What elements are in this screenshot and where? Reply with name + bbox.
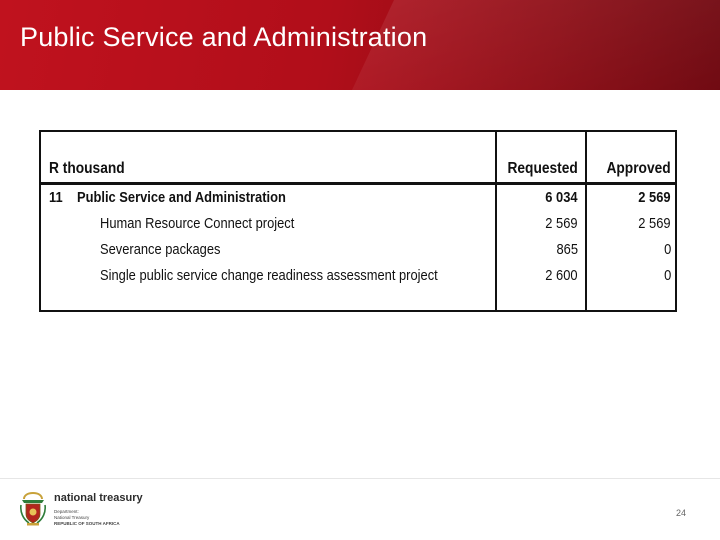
- row-approved: 2 569: [638, 189, 671, 206]
- header-rule: [41, 182, 675, 185]
- row-requested: 865: [556, 241, 578, 258]
- logo-name: national treasury: [54, 492, 143, 504]
- column-divider-requested: [495, 132, 497, 310]
- logo-line: REPUBLIC OF SOUTH AFRICA: [54, 521, 120, 526]
- page-number: 24: [676, 508, 687, 518]
- row-approved: 0: [663, 267, 671, 284]
- logo-line: National Treasury: [54, 515, 90, 520]
- allocation-table: R thousand Requested Approved 11 Public …: [39, 130, 677, 312]
- header-label: R thousand: [49, 160, 125, 177]
- row-label: Single public service change readiness a…: [100, 267, 438, 284]
- row-label: Severance packages: [100, 241, 221, 258]
- logo-line: Department:: [54, 509, 79, 514]
- coat-of-arms-icon: [20, 492, 46, 526]
- row-approved: 2 569: [638, 215, 671, 232]
- row-requested: 2 600: [545, 267, 578, 284]
- header-requested: Requested: [507, 160, 578, 177]
- row-requested: 6 034: [545, 189, 578, 206]
- row-approved: 0: [663, 241, 671, 258]
- row-label: Public Service and Administration: [77, 189, 286, 206]
- row-label: Human Resource Connect project: [100, 215, 295, 232]
- header-approved: Approved: [606, 160, 671, 177]
- column-divider-approved: [585, 132, 587, 310]
- slide-title: Public Service and Administration: [20, 22, 428, 52]
- footer-divider: [0, 478, 720, 479]
- national-treasury-logo: national treasury Department: National T…: [18, 490, 158, 530]
- title-bar: Public Service and Administration: [0, 0, 720, 90]
- row-code: 11: [49, 189, 63, 206]
- row-requested: 2 569: [545, 215, 578, 232]
